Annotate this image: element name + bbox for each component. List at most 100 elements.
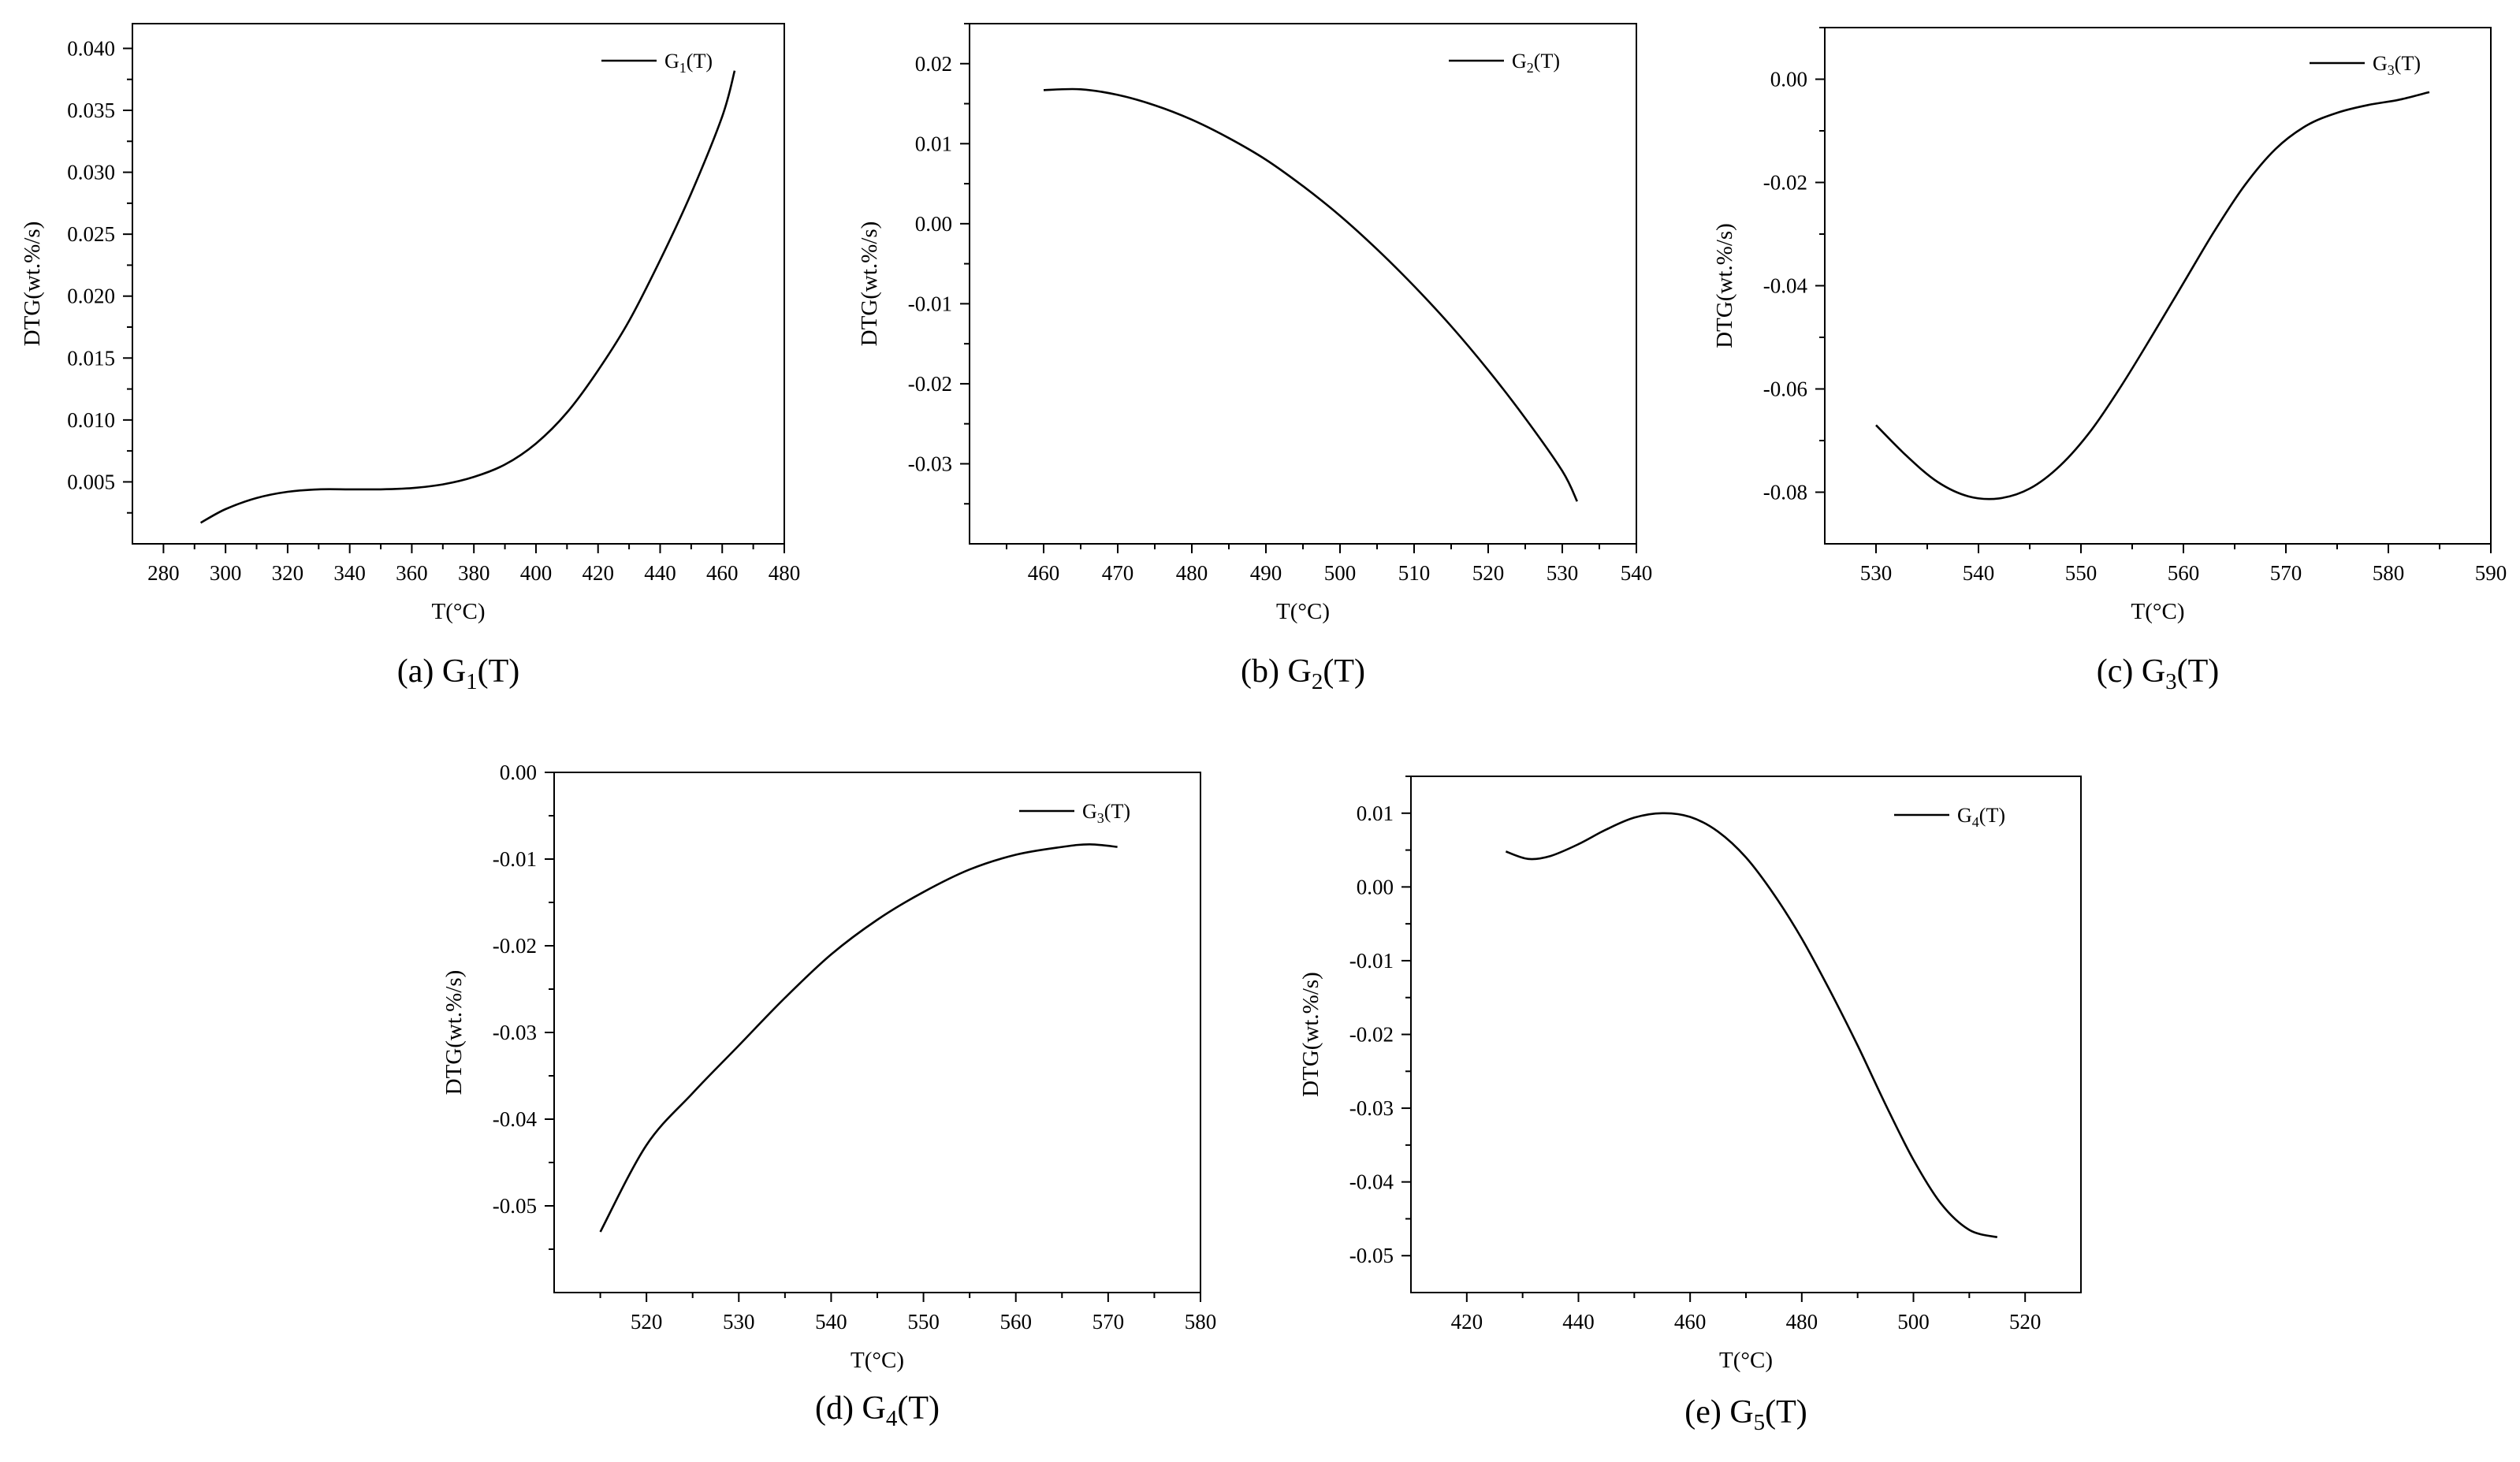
x-tick-label: 440: [1562, 1310, 1595, 1334]
legend-label-main: G: [664, 50, 679, 73]
x-axis-label: T(°C): [1719, 1348, 1773, 1373]
x-tick-label: 540: [815, 1310, 847, 1334]
chart-panel-d: 520 530 540 550 560 570 580 -0.05 -0.04 -0.03 -0.0…: [441, 761, 1216, 1431]
x-tick-label: 590: [2475, 561, 2507, 585]
panel-caption: (a) G1(T): [397, 653, 520, 694]
y-tick-label: -0.02: [1763, 171, 1807, 195]
chart-panel-c: 530 540 550 560 570 580 590 -0.08 -0.06 -0.04 -0.0…: [1712, 27, 2507, 694]
x-tick-label: 320: [272, 561, 304, 585]
y-axis-label: DTG(wt.%/s): [1298, 972, 1323, 1097]
caption-subscript: 1: [466, 669, 478, 694]
legend-label: G3(T): [1082, 800, 1130, 826]
y-axis-label: DTG(wt.%/s): [857, 221, 882, 347]
caption-tail: (T): [1765, 1394, 1807, 1430]
x-tick-label: 490: [1250, 561, 1282, 585]
y-axis-label: DTG(wt.%/s): [1712, 223, 1737, 348]
y-axis-label: DTG(wt.%/s): [441, 970, 467, 1096]
x-tick-label: 400: [520, 561, 553, 585]
x-tick-label: 530: [1547, 561, 1579, 585]
chart-panel-a: 280 300 320 340 360 380 400 420 440 460 480 0.005 0.…: [20, 23, 801, 694]
y-tick-label: 0.02: [915, 52, 952, 76]
x-axis-label: T(°C): [2131, 599, 2185, 624]
y-tick-label: -0.08: [1763, 481, 1807, 504]
legend-label-tail: (T): [1534, 50, 1560, 73]
caption-main: (d) G: [815, 1390, 886, 1427]
x-tick-label: 550: [907, 1310, 940, 1334]
legend-label-main: G: [1957, 804, 1972, 827]
x-axis-label: T(°C): [851, 1348, 904, 1373]
caption-main: (c) G: [2097, 653, 2165, 690]
y-tick-label: 0.015: [67, 346, 115, 370]
y-tick-label: 0.030: [67, 161, 115, 184]
x-tick-label: 480: [1786, 1310, 1818, 1334]
x-tick-label: 530: [723, 1310, 755, 1334]
y-tick-label: -0.02: [493, 934, 537, 958]
x-tick-label: 520: [2009, 1310, 2042, 1334]
y-tick-label: 0.025: [67, 222, 115, 246]
series-line-g4-t-: [1505, 812, 1998, 1239]
x-tick-label: 460: [706, 561, 739, 585]
y-tick-label: -0.05: [1349, 1244, 1394, 1267]
y-tick-label: -0.01: [493, 847, 537, 871]
y-tick-label: 0.00: [1770, 68, 1807, 91]
x-tick-label: 280: [147, 561, 180, 585]
legend-label: G3(T): [2373, 52, 2421, 78]
caption-tail: (T): [1323, 653, 1365, 690]
plot-frame: [1824, 27, 2492, 545]
x-tick-label: 360: [396, 561, 428, 585]
x-tick-label: 470: [1102, 561, 1134, 585]
legend-label-main: G: [2373, 52, 2388, 75]
panel-caption: (d) G4(T): [815, 1390, 940, 1431]
panel-caption: (b) G2(T): [1241, 653, 1365, 694]
y-tick-label: 0.00: [500, 761, 537, 784]
series-line-g2-t-: [1043, 87, 1578, 502]
y-tick-label: 0.035: [67, 99, 115, 122]
y-tick-label: 0.010: [67, 408, 115, 432]
legend-label-subscript: 3: [1097, 810, 1104, 826]
x-tick-label: 480: [769, 561, 801, 585]
x-tick-label: 570: [2270, 561, 2302, 585]
caption-subscript: 5: [1754, 1410, 1766, 1435]
legend-label-tail: (T): [687, 50, 713, 73]
legend-label-main: G: [1512, 50, 1527, 73]
y-tick-label: -0.04: [493, 1107, 538, 1131]
chart-panel-e: 420 440 460 480 500 520 -0.05 -0.04 -0.03 -0.02 -0…: [1298, 776, 2082, 1435]
x-tick-label: 580: [2373, 561, 2405, 585]
x-axis-label: T(°C): [432, 599, 486, 624]
y-tick-label: -0.03: [1349, 1096, 1394, 1120]
y-tick-label: 0.01: [915, 132, 952, 155]
y-tick-label: 0.00: [915, 212, 952, 236]
caption-subscript: 2: [1312, 669, 1323, 694]
legend-label-main: G: [1082, 800, 1097, 823]
y-tick-label: -0.03: [908, 452, 952, 475]
x-tick-label: 340: [333, 561, 366, 585]
x-tick-label: 420: [582, 561, 614, 585]
panel-caption: (c) G3(T): [2097, 653, 2220, 694]
caption-tail: (T): [2177, 653, 2220, 690]
caption-subscript: 4: [886, 1406, 898, 1431]
x-axis-label: T(°C): [1276, 599, 1330, 624]
series-line-g1-t-: [199, 70, 736, 524]
y-tick-label: -0.02: [908, 372, 952, 396]
y-tick-label: -0.04: [1349, 1170, 1394, 1194]
legend-label-subscript: 2: [1527, 60, 1534, 76]
x-tick-label: 460: [1028, 561, 1060, 585]
y-axis-label: DTG(wt.%/s): [20, 221, 45, 347]
x-tick-label: 300: [210, 561, 242, 585]
plot-frame: [969, 23, 1637, 545]
legend-label-subscript: 1: [679, 60, 687, 76]
y-tick-label: 0.005: [67, 470, 115, 493]
x-tick-label: 440: [644, 561, 676, 585]
y-tick-label: -0.06: [1763, 378, 1807, 401]
y-tick-label: 0.020: [67, 285, 115, 308]
series-line-g3-t-: [599, 843, 1118, 1233]
caption-subscript: 3: [2165, 669, 2177, 694]
y-tick-label: 0.01: [1357, 802, 1394, 825]
y-tick-label: -0.05: [493, 1194, 537, 1218]
legend-label: G2(T): [1512, 50, 1560, 76]
x-tick-label: 560: [2168, 561, 2200, 585]
caption-main: (a) G: [397, 653, 466, 690]
legend-label-tail: (T): [2395, 52, 2421, 75]
legend-label: G1(T): [664, 50, 713, 76]
